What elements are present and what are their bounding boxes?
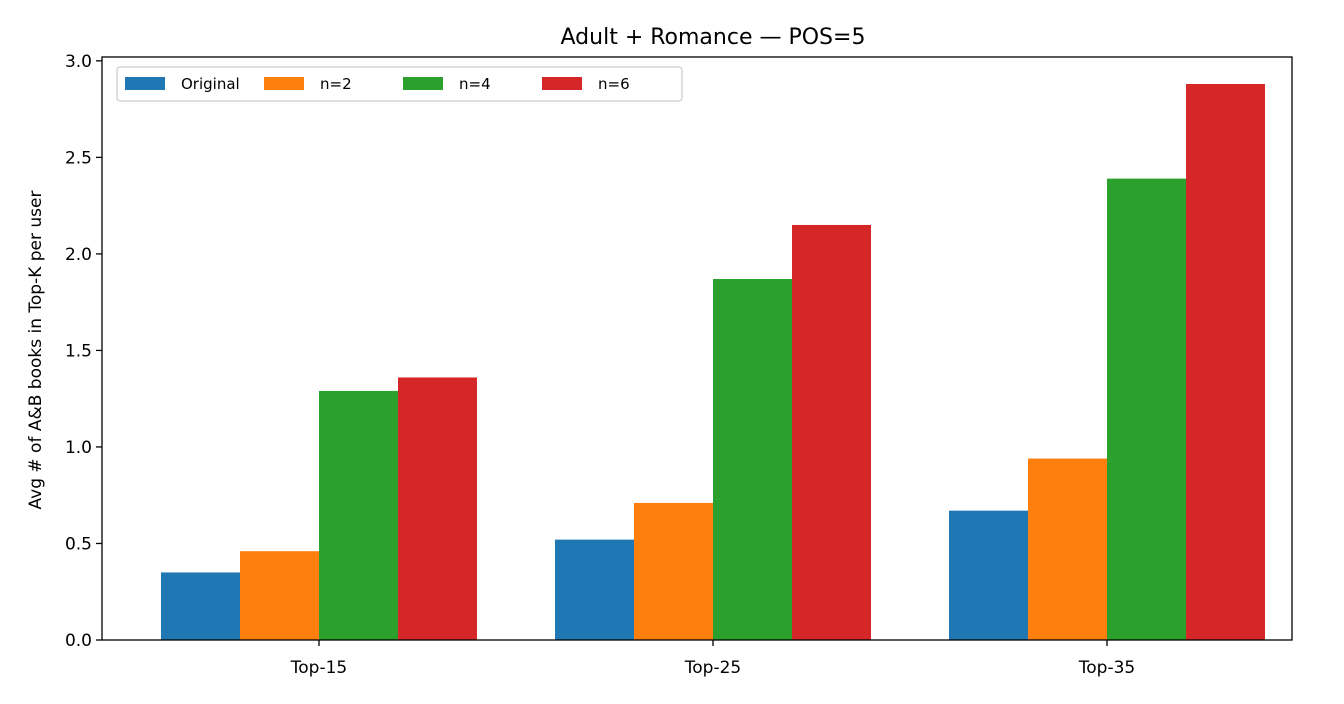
bar-n6-top-25 xyxy=(792,224,871,640)
legend-label: n=4 xyxy=(459,75,491,93)
x-tick-label: Top-25 xyxy=(684,658,741,678)
legend-label: n=6 xyxy=(598,75,630,93)
y-tick-label: 0.0 xyxy=(65,631,92,651)
y-tick-label: 3.0 xyxy=(65,52,92,72)
bar-n4-top-35 xyxy=(1107,178,1186,640)
legend-label: n=2 xyxy=(320,75,352,93)
y-tick-label: 2.0 xyxy=(65,245,92,265)
bar-n2-top-25 xyxy=(634,502,713,640)
legend-swatch xyxy=(264,77,304,90)
axes-layer: 0.0 0.5 1.0 1.5 2.0 2.5 3.0 Top-15 Top-25 Top-35 xyxy=(65,52,1293,678)
x-tick-label: Top-35 xyxy=(1078,658,1135,678)
legend-label: Original xyxy=(181,75,240,93)
legend-swatch xyxy=(542,77,582,90)
plot-frame xyxy=(101,56,1293,641)
bar-original-top-15 xyxy=(161,572,240,640)
legend-box xyxy=(116,66,683,102)
y-tick-label: 0.5 xyxy=(65,534,92,554)
bar-original-top-35 xyxy=(949,510,1028,640)
x-tick-label: Top-15 xyxy=(290,658,347,678)
y-tick-label: 2.5 xyxy=(65,148,92,168)
bars-layer xyxy=(161,84,1265,640)
legend: Original n=2 n=4 n=6 xyxy=(116,66,683,102)
bar-n4-top-15 xyxy=(319,390,398,640)
bar-n4-top-25 xyxy=(713,279,792,640)
legend-swatch xyxy=(125,77,165,90)
y-axis-label: Avg # of A&B books in Top-K per user xyxy=(26,191,46,510)
y-tick-label: 1.0 xyxy=(65,438,92,458)
bar-original-top-25 xyxy=(555,539,634,640)
chart-title: Adult + Romance — POS=5 xyxy=(561,25,866,50)
y-tick-label: 1.5 xyxy=(65,341,92,361)
bar-n6-top-15 xyxy=(398,377,477,640)
bar-n2-top-15 xyxy=(240,551,319,640)
legend-swatch xyxy=(403,77,443,90)
bar-n6-top-35 xyxy=(1186,84,1265,640)
bar-n2-top-35 xyxy=(1028,458,1107,640)
